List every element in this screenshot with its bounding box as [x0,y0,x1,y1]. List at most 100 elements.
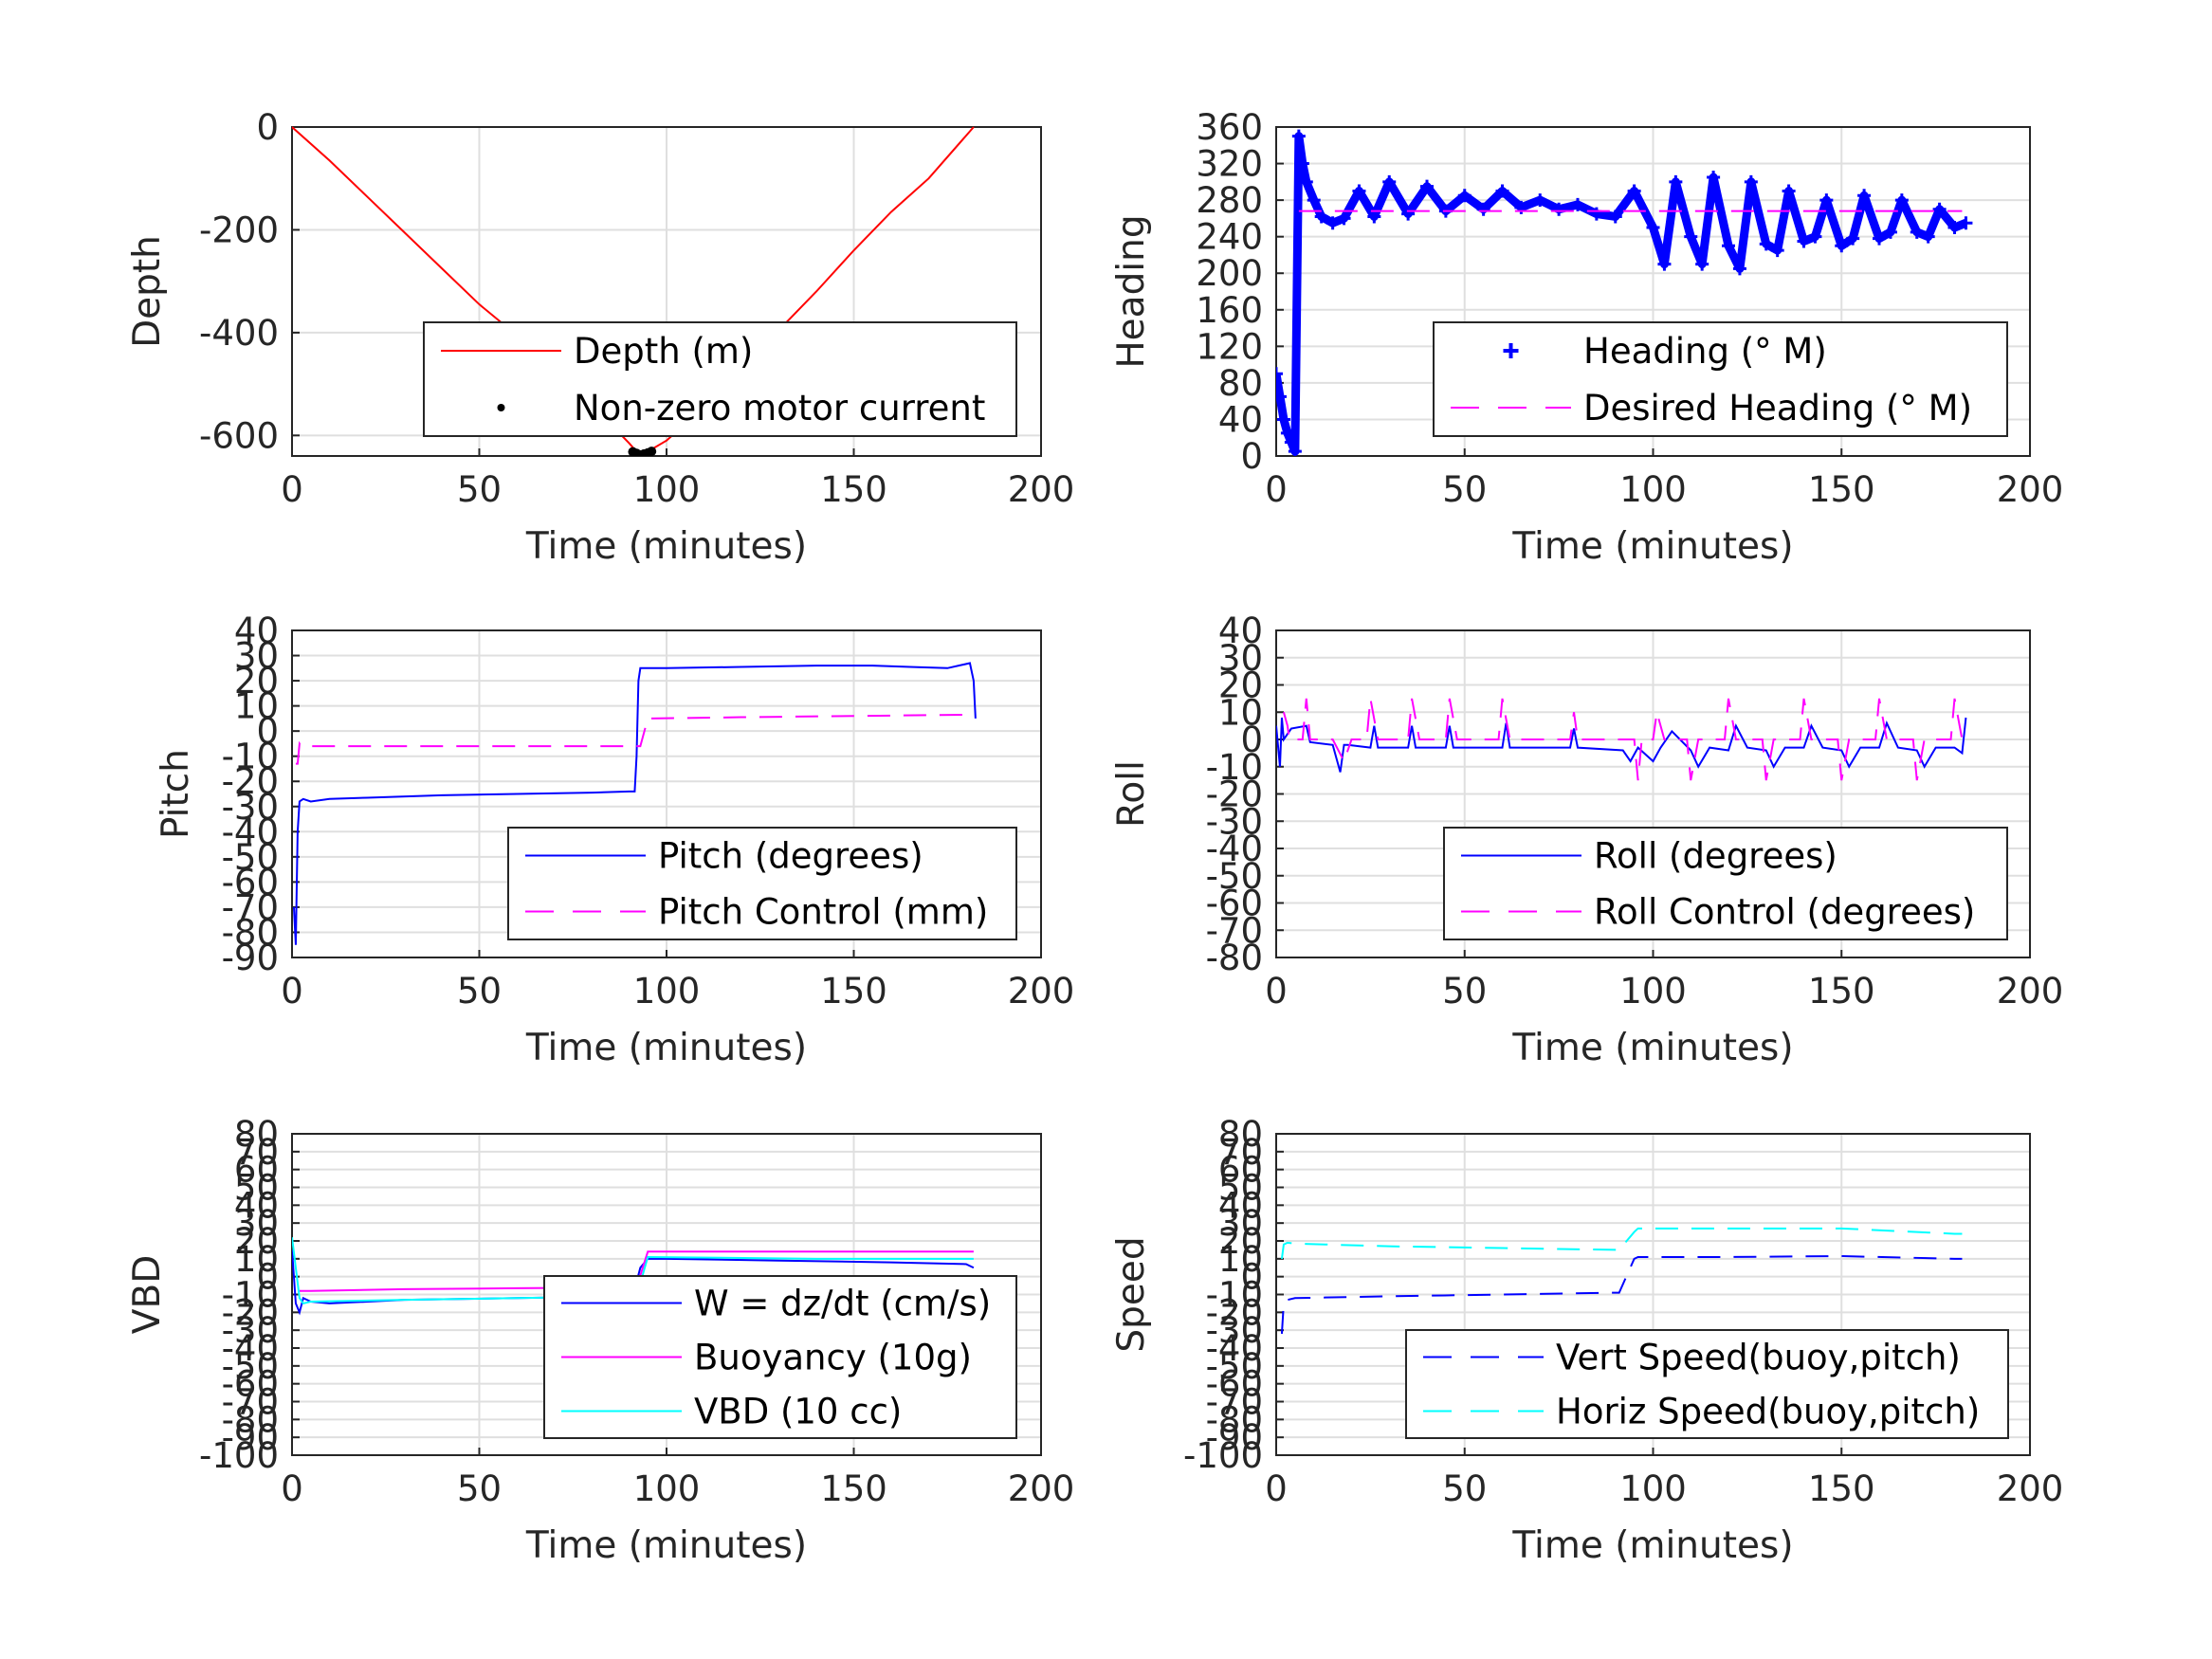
legend-entry: Non-zero motor current [574,388,985,428]
y-tick-label: -10 [222,737,279,777]
y-tick-label: -40 [1206,1328,1263,1369]
y-tick-label: 30 [1218,1203,1263,1244]
y-tick-label: -50 [222,1346,279,1387]
x-tick-label: 200 [1008,469,1075,510]
y-tick-label: -70 [222,887,279,928]
y-tick-label: 360 [1196,107,1263,148]
data-point [647,447,657,456]
y-tick-label: -30 [222,1310,279,1351]
y-tick-label: 0 [256,711,279,752]
legend: Roll (degrees) Roll Control (degrees) [1443,827,2008,940]
y-tick-label: 0 [256,107,279,148]
y-tick-label: -50 [1206,856,1263,897]
y-tick-label: 0 [256,1257,279,1298]
y-tick-label: -20 [222,761,279,802]
legend-box [1405,1329,2009,1439]
y-tick-label: -50 [222,837,279,878]
y-tick-label: -80 [1206,1399,1263,1440]
y-tick-label: 240 [1196,217,1263,258]
x-tick-label: 150 [1808,1468,1875,1509]
x-axis-label: Time (minutes) [525,1524,807,1567]
x-tick-label: 200 [1008,1468,1075,1509]
y-tick-label: 80 [234,1114,279,1155]
y-tick-label: -400 [199,313,279,354]
y-tick-label: -200 [199,210,279,250]
legend: Depth (m) Non-zero motor current [423,321,1017,437]
x-tick-label: 100 [1619,469,1687,510]
y-tick-label: -50 [1206,1346,1263,1387]
y-tick-label: 40 [1218,1185,1263,1226]
legend-entry: Heading (° M) [1583,331,1827,372]
y-tick-label: -90 [222,1417,279,1458]
legend-box [1443,827,2008,940]
y-tick-label: -10 [1206,1275,1263,1316]
x-tick-label: 0 [1265,1468,1288,1509]
y-tick-label: 10 [234,1239,279,1280]
x-tick-label: 50 [1442,971,1487,1012]
y-tick-label: -20 [1206,775,1263,815]
x-axis-label: Time (minutes) [1511,1524,1793,1567]
y-tick-label: 20 [1218,1221,1263,1262]
series-line [1280,1227,1963,1259]
legend: Heading (° M) Desired Heading (° M) [1433,321,2008,437]
subplot-roll: 0 50 100 150 200403020100-10-20-30-40-50-60-… [1110,611,2063,1069]
legend: Pitch (degrees) Pitch Control (mm) [507,827,1017,940]
y-tick-label: 0 [1240,1257,1263,1298]
y-axis-label: Roll [1110,760,1153,828]
x-tick-label: 0 [1265,971,1288,1012]
y-tick-label: 0 [1240,436,1263,477]
x-tick-label: 100 [1619,1468,1687,1509]
y-tick-label: -30 [222,787,279,828]
y-axis-label: VBD [126,1255,169,1334]
y-tick-label: 30 [1218,638,1263,679]
y-axis-label: Depth [126,235,169,348]
y-tick-label: 30 [234,636,279,677]
y-tick-label: 120 [1196,326,1263,367]
data-point [1276,367,1283,381]
y-tick-label: 320 [1196,144,1263,185]
legend-entry: VBD (10 cc) [694,1392,902,1432]
x-tick-label: 100 [633,1468,701,1509]
y-tick-label: 20 [234,1221,279,1262]
legend-entry: Horiz Speed(buoy,pitch) [1556,1392,1980,1432]
y-tick-label: 40 [1218,611,1263,651]
y-tick-label: 40 [234,1185,279,1226]
y-tick-label: -20 [222,1292,279,1333]
plot-area [292,662,977,945]
y-tick-label: -100 [199,1435,279,1476]
y-tick-label: 10 [234,686,279,727]
legend: W = dz/dt (cm/s) Buoyancy (10g) VBD (10 cc… [543,1275,1017,1439]
y-tick-label: -70 [222,1382,279,1423]
y-tick-label: 60 [234,1150,279,1191]
x-tick-label: 150 [820,971,887,1012]
x-tick-label: 200 [1997,971,2064,1012]
plot-area [292,126,975,456]
x-tick-label: 0 [281,469,303,510]
plot-area [1276,129,1973,456]
legend-box [423,321,1017,437]
subplot-pitch: 0 50 100 150 200403020100-10-20-30-40-50-60-… [155,611,1074,1069]
y-tick-label: 0 [1240,720,1263,760]
x-tick-label: 100 [1619,971,1687,1012]
x-tick-label: 200 [1997,469,2064,510]
y-tick-label: -70 [1206,910,1263,951]
y-tick-label: -600 [199,415,279,456]
x-tick-label: 200 [1997,1468,2064,1509]
legend-entry: Desired Heading (° M) [1583,388,1972,428]
y-tick-label: 40 [1218,399,1263,440]
y-tick-label: -20 [1206,1292,1263,1333]
x-tick-label: 100 [633,971,701,1012]
y-tick-label: -40 [222,1328,279,1369]
y-tick-label: -90 [1206,1417,1263,1458]
y-tick-label: -80 [222,1399,279,1440]
x-tick-label: 50 [457,1468,502,1509]
series-line [1276,717,1967,773]
x-tick-label: 100 [633,469,701,510]
y-tick-label: -90 [222,938,279,978]
y-tick-label: 50 [234,1168,279,1209]
x-axis-label: Time (minutes) [525,1027,807,1069]
y-tick-label: 80 [1218,1114,1263,1155]
y-tick-label: 60 [1218,1150,1263,1191]
y-tick-label: 20 [1218,665,1263,706]
